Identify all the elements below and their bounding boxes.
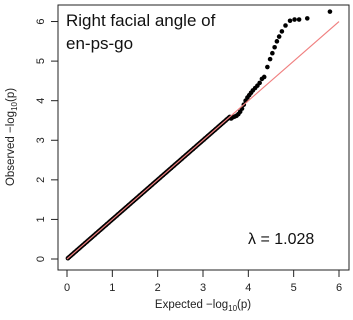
x-tick-label-0: 0 <box>64 282 70 294</box>
y-tick-label-1: 1 <box>35 216 47 222</box>
x-axis-label: Expected −log10(p) <box>155 299 251 313</box>
data-point-139 <box>267 56 273 62</box>
data-point-146 <box>287 18 293 24</box>
x-tick-label-5: 5 <box>291 282 297 294</box>
chart-title-line1: Right facial angle of <box>66 11 216 30</box>
data-point-142 <box>274 39 280 44</box>
reference-line <box>66 21 340 260</box>
x-tick-label-3: 3 <box>200 282 206 294</box>
y-tick-label-4: 4 <box>35 98 47 104</box>
data-point-150 <box>327 9 333 14</box>
data-point-140 <box>270 50 275 56</box>
data-point-137 <box>261 74 267 80</box>
y-tick-label-3: 3 <box>35 137 47 143</box>
chart-title-line2: en-ps-go <box>66 34 133 53</box>
data-point-149 <box>304 16 310 21</box>
data-point-138 <box>265 64 270 70</box>
x-tick-label-6: 6 <box>336 282 342 294</box>
y-axis-label: Observed −log10(p) <box>5 88 19 186</box>
x-tick-label-2: 2 <box>155 282 161 294</box>
y-tick-label-5: 5 <box>35 58 47 64</box>
data-point-145 <box>283 23 288 28</box>
y-tick-label-2: 2 <box>35 177 47 183</box>
data-point-143 <box>276 34 282 39</box>
y-tick-label-0: 0 <box>35 256 47 262</box>
x-tick-label-4: 4 <box>245 282 251 294</box>
data-point-141 <box>272 44 277 50</box>
x-tick-label-1: 1 <box>109 282 115 294</box>
data-point-144 <box>279 29 285 34</box>
data-point-147 <box>292 17 297 22</box>
data-point-148 <box>296 17 302 22</box>
x-axis: 0 1 2 3 4 5 6 <box>64 270 342 294</box>
data-point-135 <box>257 80 262 86</box>
lambda-annotation: λ = 1.028 <box>248 231 314 248</box>
y-tick-label-6: 6 <box>35 18 47 24</box>
y-axis: 0 1 2 3 4 5 6 <box>35 18 58 262</box>
